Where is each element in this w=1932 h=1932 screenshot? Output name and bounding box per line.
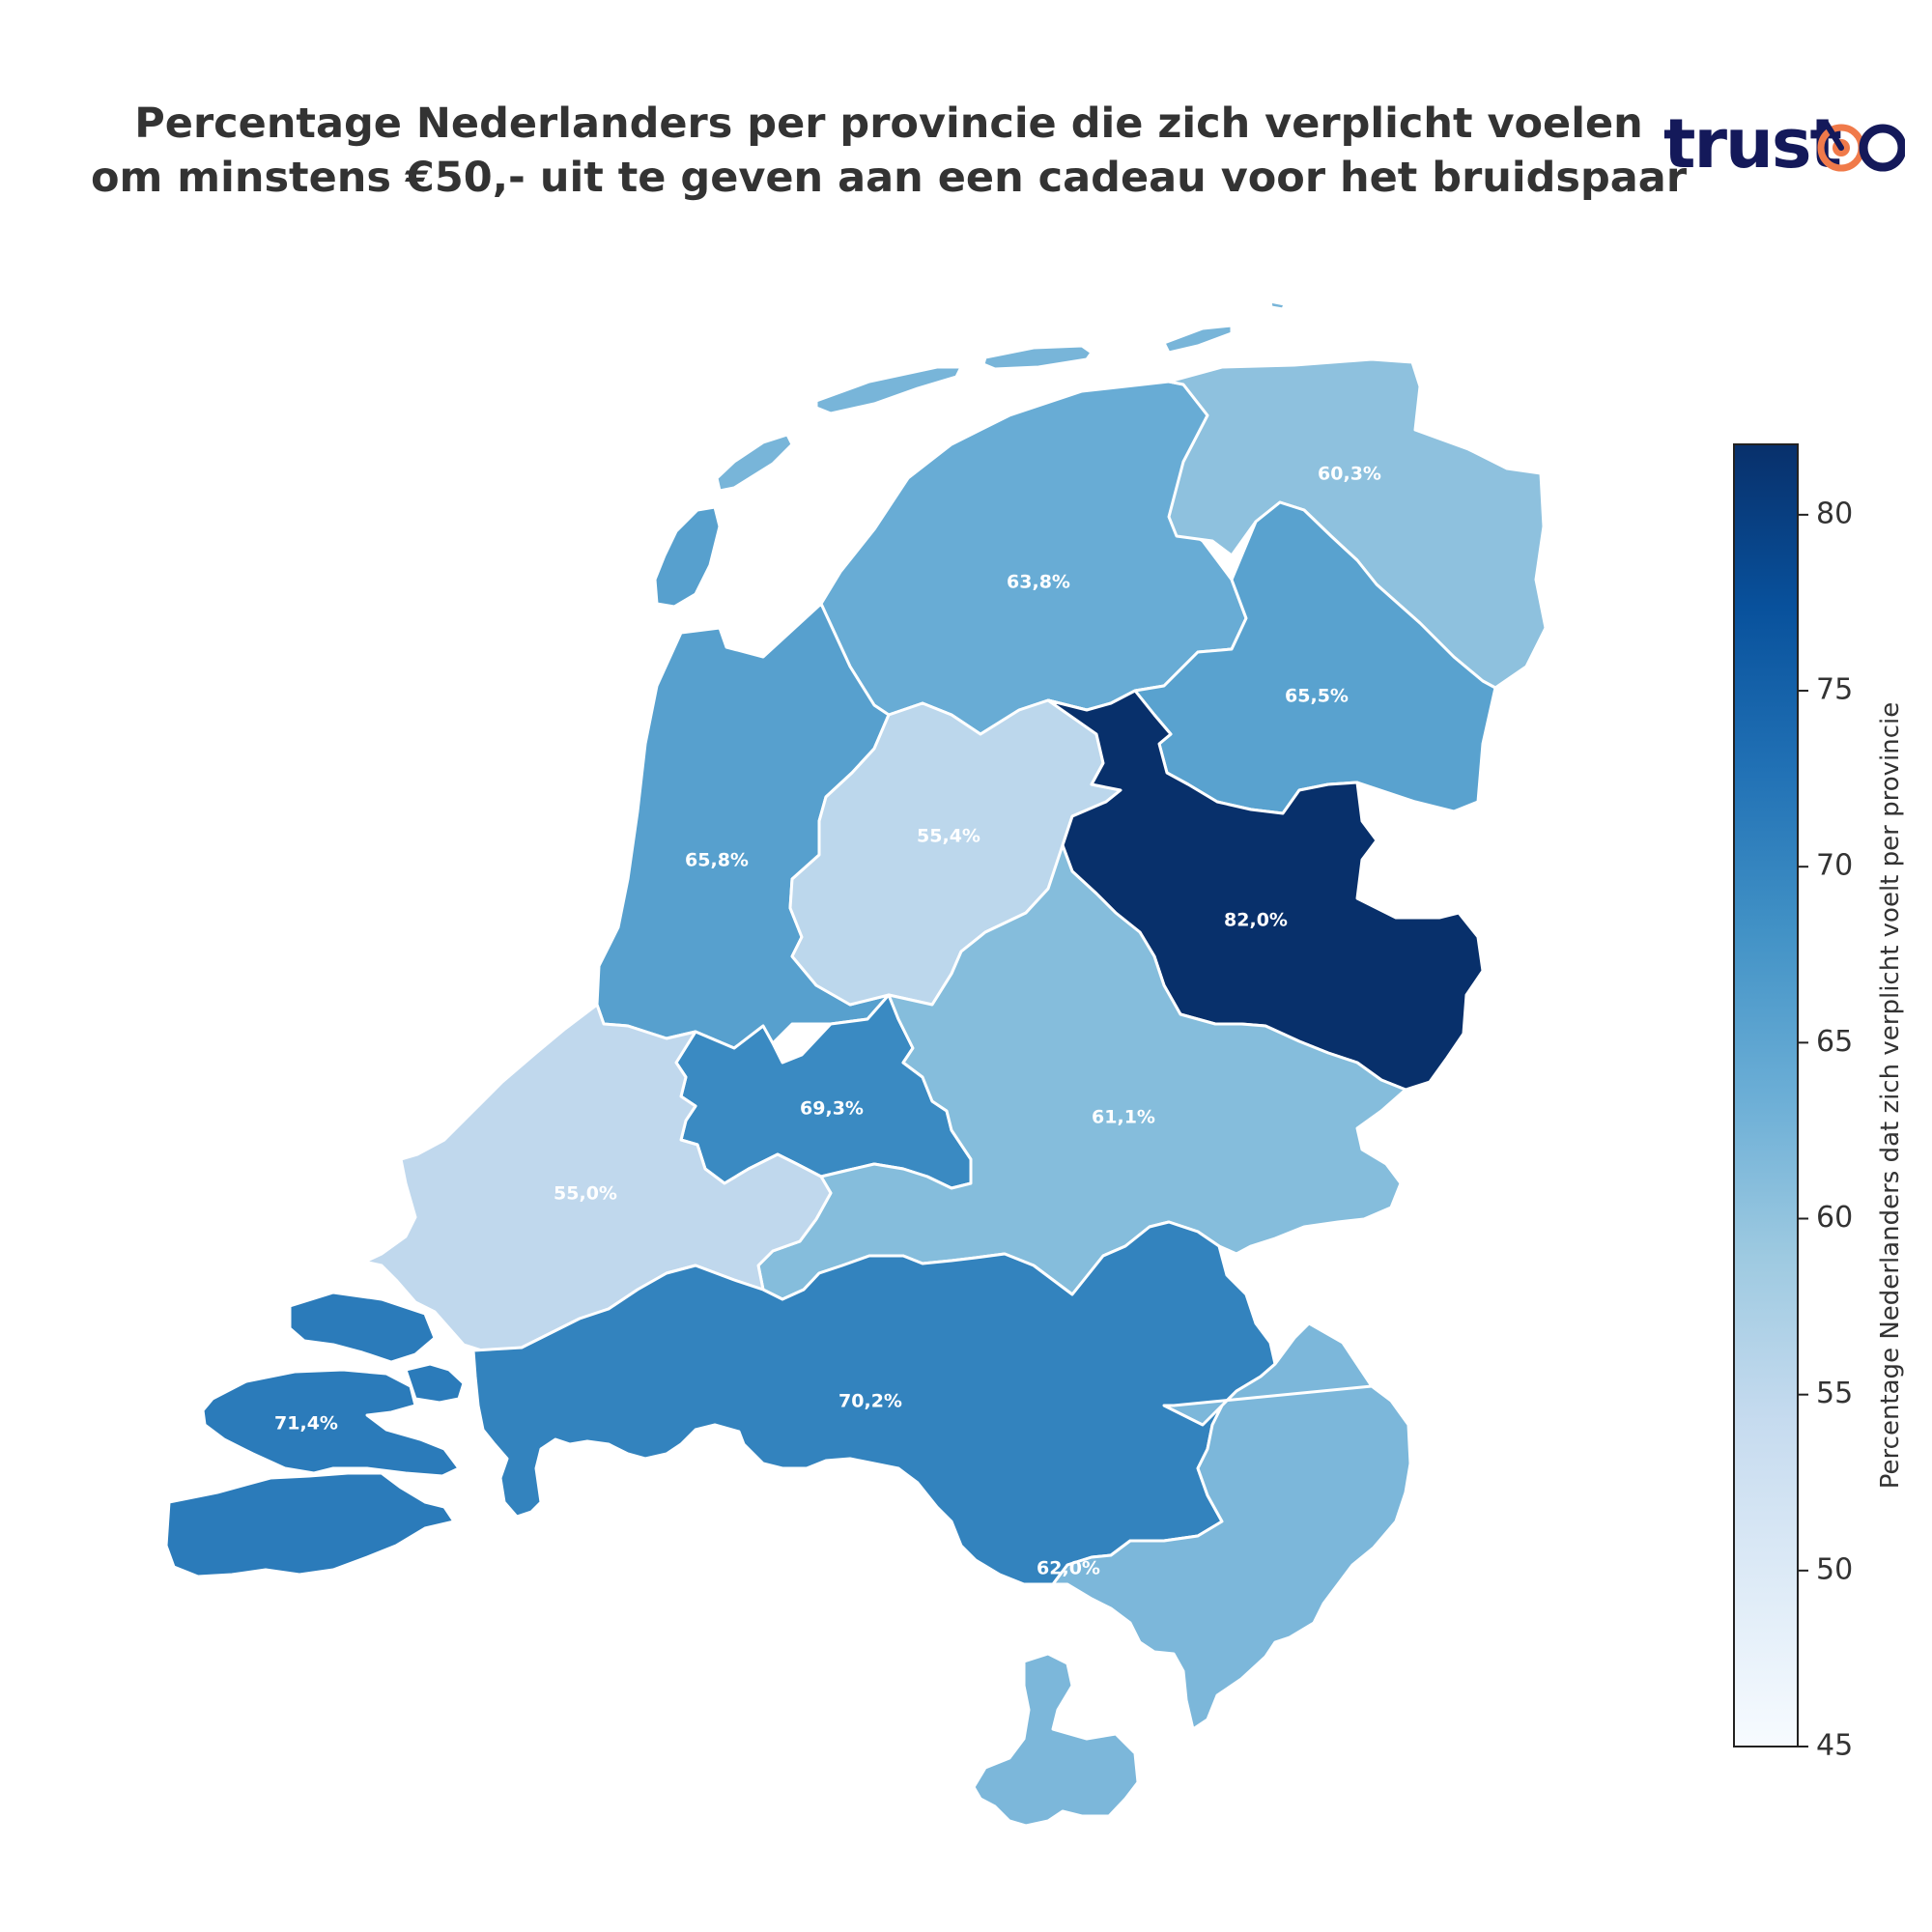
chart-title-line-2: om minstens €50,- uit te geven aan een c… xyxy=(90,154,1688,202)
colorbar-tick-label-60: 60 xyxy=(1816,1201,1853,1235)
colorbar-tick-label-50: 50 xyxy=(1816,1552,1853,1586)
region-label-limburg: 62,0% xyxy=(1037,1558,1100,1579)
chart-title: Percentage Nederlanders per provincie di… xyxy=(58,97,1719,205)
chart-title-line-1: Percentage Nederlanders per provincie di… xyxy=(134,99,1643,148)
region-label-drenthe: 65,5% xyxy=(1285,686,1349,707)
colorbar-tick-label-65: 65 xyxy=(1816,1025,1853,1059)
colorbar-tick-label-70: 70 xyxy=(1816,849,1853,883)
province-zeeland xyxy=(164,1291,466,1578)
region-label-gelderland: 61,1% xyxy=(1092,1107,1155,1128)
region-label-friesland: 63,8% xyxy=(1007,572,1070,593)
province-limburg xyxy=(972,1321,1412,1828)
region-label-zeeland: 71,4% xyxy=(274,1413,338,1435)
region-label-noord-holland: 65,8% xyxy=(685,850,749,871)
colorbar-tick-label-55: 55 xyxy=(1816,1377,1853,1410)
region-label-zuid-holland: 55,0% xyxy=(554,1183,617,1205)
texel-island xyxy=(653,505,722,609)
colorbar: 45 50 55 60 65 70 75 80 Percentage Nederlanders… xyxy=(1733,443,1905,1763)
wadden-islands xyxy=(715,299,1287,493)
region-label-groningen: 60,3% xyxy=(1318,464,1381,485)
region-label-flevoland: 55,4% xyxy=(917,826,980,847)
svg-text:trust: trust xyxy=(1663,104,1840,184)
colorbar-tick-label-80: 80 xyxy=(1816,497,1853,530)
region-label-noord-brabant: 70,2% xyxy=(838,1391,902,1412)
colorbar-title: Percentage Nederlanders dat zich verplic… xyxy=(1876,702,1905,1489)
region-label-overijssel: 82,0% xyxy=(1224,910,1288,931)
colorbar-tick-label-75: 75 xyxy=(1816,673,1853,707)
trustoo-logo: trust xyxy=(1663,101,1907,188)
colorbar-tick-label-45: 45 xyxy=(1816,1729,1853,1763)
region-label-utrecht: 69,3% xyxy=(800,1098,864,1120)
trustoo-logo-mark: trust xyxy=(1663,104,1907,184)
colorbar-gradient xyxy=(1733,443,1799,1747)
